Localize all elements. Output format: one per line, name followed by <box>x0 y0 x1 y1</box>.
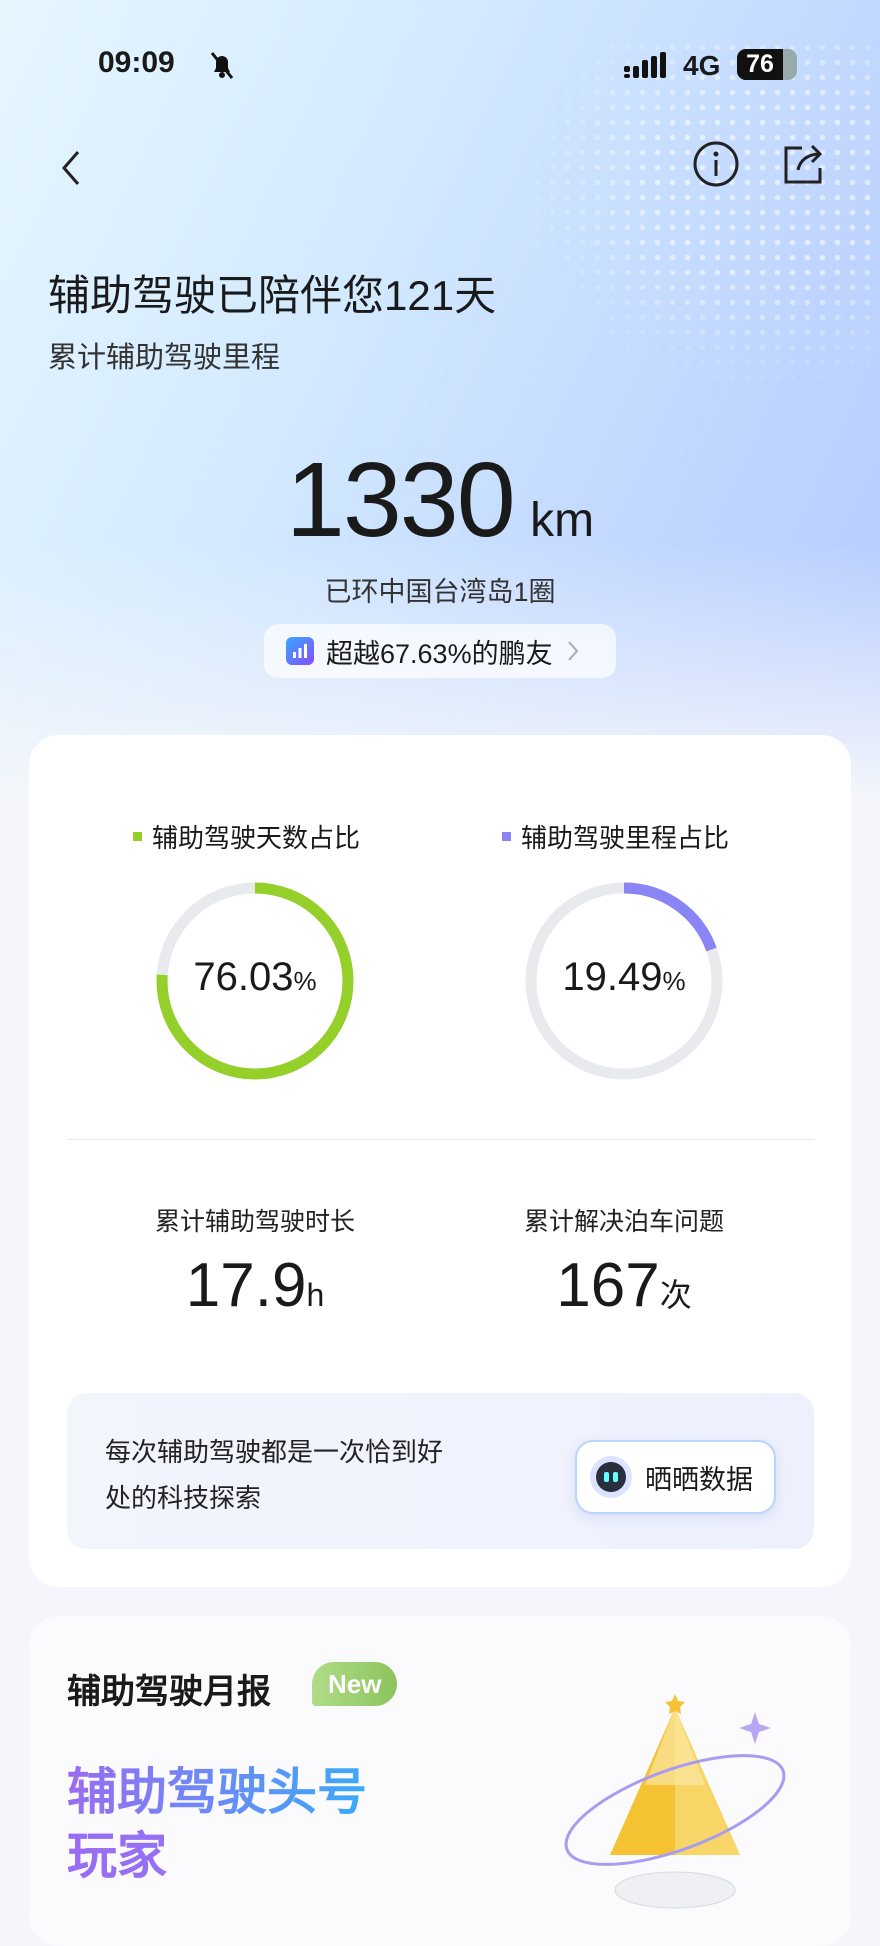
rank-label: 超越67.63%的鹏友 <box>326 638 553 669</box>
headline-line: 辅助驾驶头号 <box>67 1764 367 1820</box>
battery-icon: 76 <box>737 49 797 80</box>
mileage-value: 1330 <box>285 441 516 559</box>
share-icon[interactable] <box>780 140 828 188</box>
stat-unit: h <box>306 1277 325 1313</box>
ring-unit: % <box>293 966 317 996</box>
ring-unit: % <box>662 966 686 996</box>
stat-value: 17.9 <box>185 1251 307 1320</box>
stat-driving-hours: 17.9h <box>105 1250 405 1321</box>
page-subtitle: 累计辅助驾驶里程 <box>48 342 281 374</box>
chevron-right-icon <box>567 641 578 661</box>
share-banner: 每次辅助驾驶都是一次恰到好 处的科技探索 晒晒数据 <box>67 1393 814 1549</box>
banner-text: 每次辅助驾驶都是一次恰到好 <box>105 1437 444 1467</box>
stat-value: 167 <box>556 1251 660 1320</box>
share-data-label: 晒晒数据 <box>645 1464 753 1495</box>
mileage-ratio-ring <box>525 882 723 1080</box>
mileage-unit: km <box>530 494 595 547</box>
banner-text: 处的科技探索 <box>105 1483 262 1513</box>
stat-parking-solved: 167次 <box>474 1250 774 1321</box>
ring-progress-arc <box>525 882 723 1080</box>
legend-mileage: 辅助驾驶里程占比 <box>502 818 729 855</box>
page-title: 辅助驾驶已陪伴您121天 <box>48 272 497 319</box>
days-ratio-value: 76.03% <box>155 955 355 1000</box>
stat-label: 累计辅助驾驶时长 <box>154 1208 355 1236</box>
signal-icon <box>624 52 666 78</box>
trophy-pyramid-icon <box>564 1694 786 1909</box>
bell-slash-icon <box>210 52 234 79</box>
status-time: 09:09 <box>98 46 175 79</box>
ring-value: 76.03 <box>193 955 294 999</box>
mileage-ratio-value: 19.49% <box>524 955 724 1000</box>
legend-label: 辅助驾驶里程占比 <box>521 823 730 853</box>
bar-chart-icon <box>286 637 314 665</box>
divider <box>67 1139 814 1140</box>
network-type: 4G <box>683 50 721 81</box>
monthly-headline: 辅助驾驶头号 玩家 <box>67 1760 367 1888</box>
monthly-report-title: 辅助驾驶月报 <box>67 1673 271 1711</box>
stat-unit: 次 <box>659 1277 692 1313</box>
new-badge: New <box>312 1662 398 1706</box>
ring-progress-arc <box>156 882 354 1080</box>
battery-level: 76 <box>737 49 783 80</box>
legend-label: 辅助驾驶天数占比 <box>152 823 361 853</box>
headline-line: 玩家 <box>67 1824 367 1888</box>
ring-value: 19.49 <box>562 955 663 999</box>
chevron-left-icon[interactable] <box>56 148 84 188</box>
rank-badge[interactable]: 超越67.63%的鹏友 <box>264 624 616 678</box>
info-circle-icon[interactable] <box>692 140 740 188</box>
legend-swatch <box>502 832 511 841</box>
days-ratio-ring <box>156 882 354 1080</box>
legend-swatch <box>133 832 142 841</box>
mileage-display: 1330 km <box>0 440 880 561</box>
share-data-button[interactable]: 晒晒数据 <box>575 1440 776 1514</box>
robot-icon <box>590 1456 632 1498</box>
stat-label: 累计解决泊车问题 <box>523 1208 724 1236</box>
mileage-caption: 已环中国台湾岛1圈 <box>324 577 556 607</box>
hero-background <box>0 0 880 800</box>
legend-days: 辅助驾驶天数占比 <box>133 818 360 855</box>
